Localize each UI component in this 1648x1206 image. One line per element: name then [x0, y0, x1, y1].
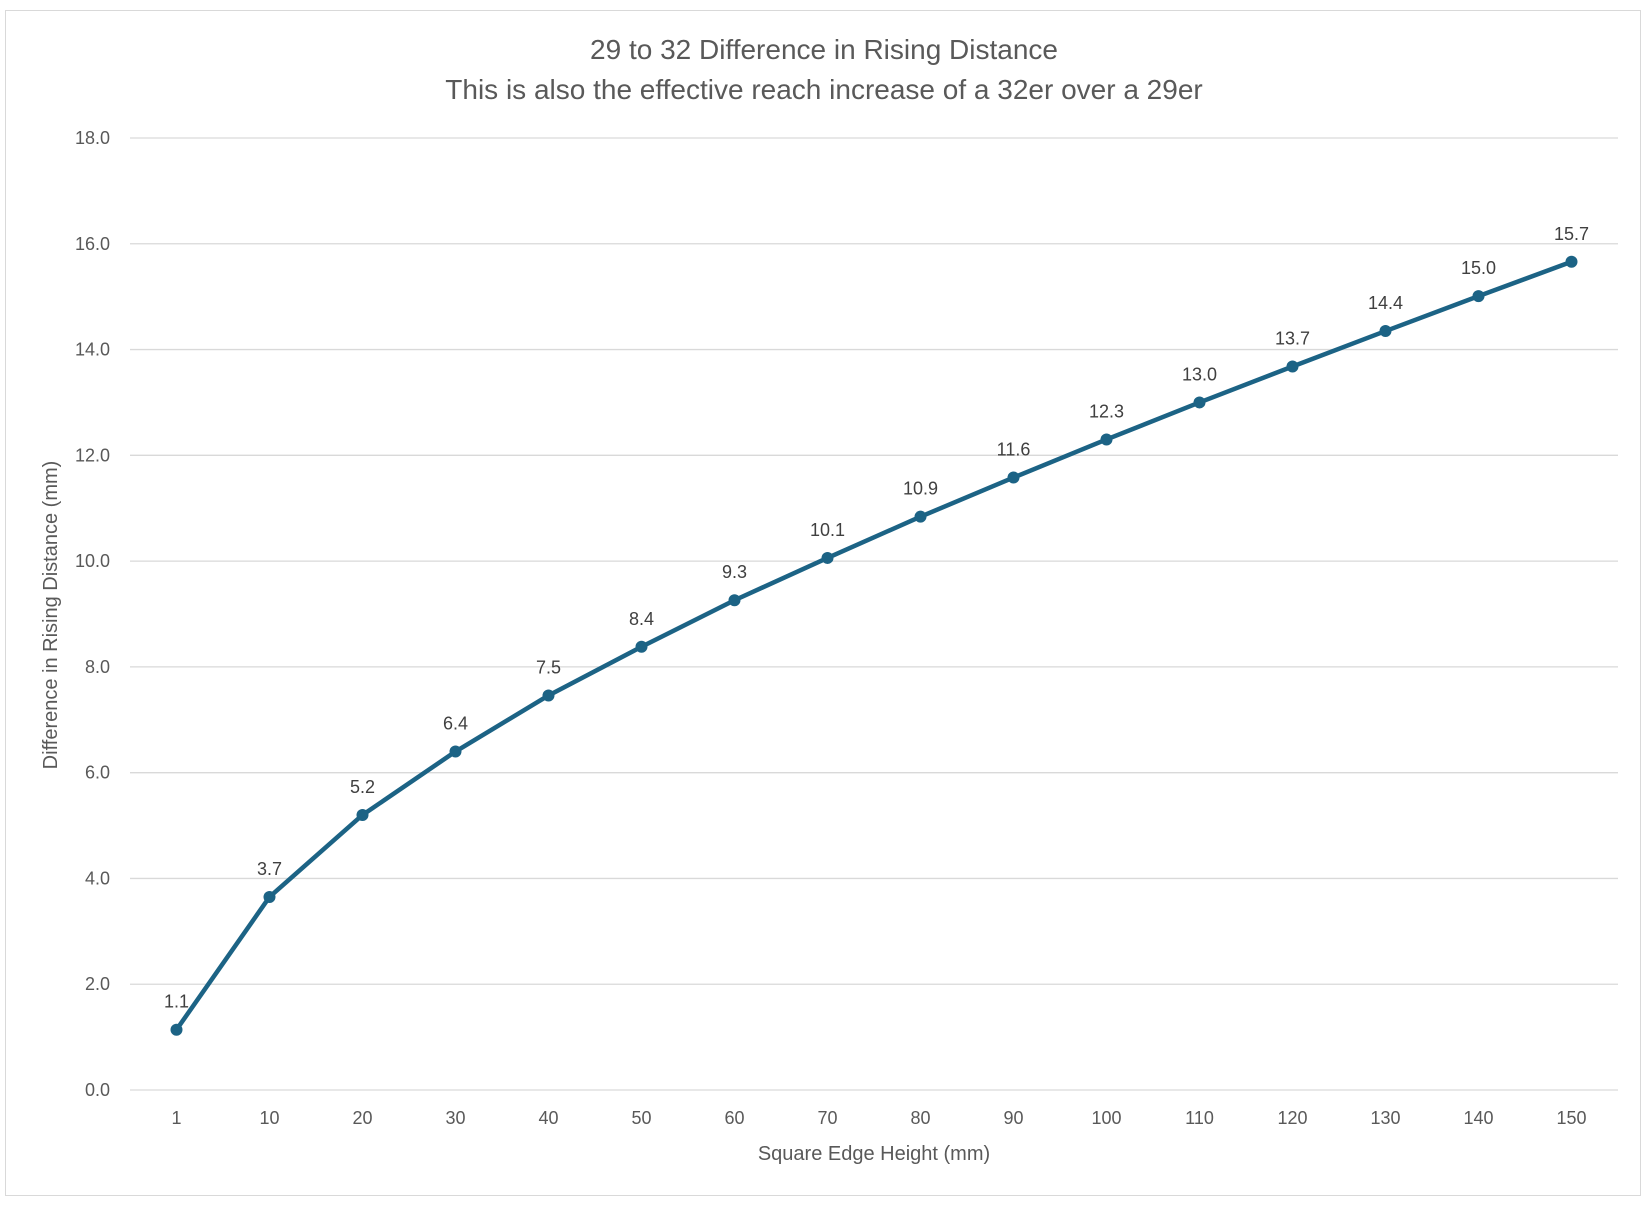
y-axis-title: Difference in Rising Distance (mm): [40, 461, 62, 770]
y-tick-label: 8.0: [85, 657, 110, 677]
x-tick-label: 1: [171, 1108, 181, 1128]
x-tick-label: 110: [1185, 1108, 1214, 1128]
x-tick-label: 130: [1370, 1108, 1400, 1128]
data-point: [914, 510, 927, 523]
data-point: [170, 1023, 183, 1036]
y-tick-label: 2.0: [85, 974, 110, 994]
data-label: 3.7: [257, 859, 282, 879]
y-tick-label: 4.0: [85, 868, 110, 888]
y-tick-label: 14.0: [75, 340, 110, 360]
x-tick-label: 90: [1003, 1108, 1023, 1128]
data-point: [635, 640, 648, 653]
data-point: [542, 689, 555, 702]
chart-title: 29 to 32 Difference in Rising Distance: [590, 34, 1058, 65]
x-tick-label: 80: [910, 1108, 930, 1128]
y-tick-label: 6.0: [85, 763, 110, 783]
data-labels-group: 1.1 3.7 5.2 6.4 7.5 8.4 9.3 10.1 10.9 11.6 12.3 13.…: [164, 224, 1589, 1012]
x-tick-label: 40: [538, 1108, 558, 1128]
data-label: 10.1: [810, 520, 845, 540]
data-point: [1007, 471, 1020, 484]
data-label: 10.9: [903, 479, 938, 499]
series-line: [174, 259, 1574, 1032]
x-tick-label: 150: [1556, 1108, 1586, 1128]
data-point: [1379, 325, 1392, 338]
data-label: 1.1: [164, 992, 189, 1012]
chart-frame: [5, 10, 1641, 1196]
data-label: 14.4: [1368, 293, 1403, 313]
data-label: 13.7: [1275, 328, 1310, 348]
y-tick-label: 0.0: [85, 1080, 110, 1100]
data-label: 9.3: [722, 562, 747, 582]
x-tick-label: 60: [724, 1108, 744, 1128]
data-point: [449, 745, 462, 758]
gridlines: [130, 137, 1618, 1091]
data-label: 6.4: [443, 714, 468, 734]
y-tick-label: 16.0: [75, 234, 110, 254]
data-label: 11.6: [997, 440, 1031, 460]
x-tick-label: 20: [352, 1108, 372, 1128]
data-point: [1472, 290, 1485, 303]
points-group: [170, 255, 1578, 1036]
data-label: 12.3: [1089, 401, 1124, 421]
data-label: 8.4: [629, 609, 654, 629]
data-point: [263, 890, 276, 903]
y-tick-label: 18.0: [75, 128, 110, 148]
data-point: [356, 808, 369, 821]
data-point: [728, 594, 741, 607]
data-label: 13.0: [1182, 364, 1217, 384]
data-label: 15.0: [1461, 258, 1496, 278]
series-group: [174, 259, 1574, 1032]
data-point: [1193, 396, 1206, 409]
x-tick-label: 70: [817, 1108, 837, 1128]
y-axis-ticks: 0.0 2.0 4.0 6.0 8.0 10.0 12.0 14.0 16.0 18.0: [75, 128, 110, 1100]
data-point: [1286, 360, 1299, 373]
data-label: 7.5: [536, 657, 561, 677]
x-tick-label: 120: [1277, 1108, 1307, 1128]
x-tick-label: 50: [631, 1108, 651, 1128]
data-label: 15.7: [1554, 224, 1589, 244]
y-tick-label: 10.0: [75, 551, 110, 571]
data-point: [821, 551, 834, 564]
x-tick-label: 10: [259, 1108, 279, 1128]
chart-subtitle: This is also the effective reach increas…: [445, 74, 1202, 105]
x-tick-label: 140: [1463, 1108, 1493, 1128]
x-tick-label: 30: [445, 1108, 465, 1128]
data-point: [1100, 433, 1113, 446]
x-axis-ticks: 1 10 20 30 40 50 60 70 80 90 100 110 120 130 140 150: [171, 1108, 1586, 1128]
x-axis-title: Square Edge Height (mm): [758, 1143, 990, 1165]
x-tick-label: 100: [1091, 1108, 1121, 1128]
y-tick-label: 12.0: [75, 445, 110, 465]
data-label: 5.2: [350, 777, 375, 797]
data-point: [1565, 255, 1578, 268]
